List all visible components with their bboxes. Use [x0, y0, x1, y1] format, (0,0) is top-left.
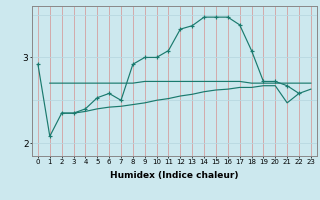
- X-axis label: Humidex (Indice chaleur): Humidex (Indice chaleur): [110, 171, 239, 180]
